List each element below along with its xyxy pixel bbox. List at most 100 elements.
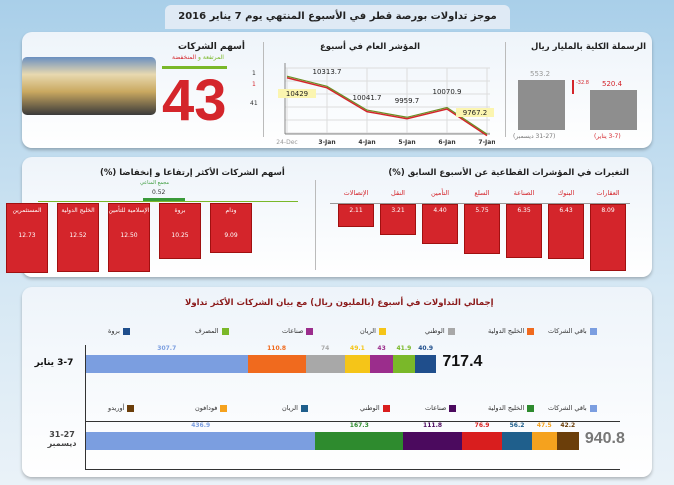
companies-title: أسهم الشركات [178, 42, 245, 52]
legend-label: الخليج الدولية [488, 404, 525, 412]
mover-bar [210, 203, 252, 253]
legend-item: الريان [282, 404, 308, 412]
index-line [286, 75, 488, 135]
legend-item: الخليج الدولية [488, 327, 535, 335]
up-label: المرتفعة [202, 54, 224, 61]
mover-bar [159, 203, 201, 260]
segment-value: 42.2 [560, 422, 576, 429]
legend-swatch [300, 404, 308, 412]
companies-total: 43 [162, 66, 227, 133]
segment-value: 111.8 [423, 422, 443, 429]
cap-prev-bar [518, 80, 565, 130]
stacked-segment [315, 432, 404, 450]
sector-bar [590, 204, 626, 271]
legend-swatch [449, 404, 457, 412]
divider [263, 42, 264, 137]
segment-value: 49.1 [350, 345, 365, 352]
legend-item: صناعات [425, 404, 457, 412]
legend-item: صناعات [282, 327, 314, 335]
sector-bar [548, 204, 584, 259]
sector-label: العقارات [596, 189, 620, 197]
x-tick-label: 4-Jan [358, 139, 375, 146]
sector-value: 6.43 [559, 207, 573, 214]
x-tick-label: 5-Jan [398, 139, 415, 146]
period-total: 717.4 [442, 353, 483, 370]
label-bg [278, 89, 316, 98]
segment-value: 76.9 [474, 422, 490, 429]
legend-label: الوطني [360, 404, 380, 412]
mover-value: 10.25 [171, 232, 189, 239]
stacked-segment [305, 355, 345, 373]
legend-label: الوطني [425, 327, 445, 335]
mover-value: 12.52 [69, 232, 87, 239]
legend-label: الريان [360, 327, 376, 335]
sectors-title: التغيرات في المؤشرات القطاعية عن الأسبوع… [388, 168, 629, 178]
legend-label: صناعات [282, 327, 304, 335]
exchange-building-image [22, 57, 156, 115]
stacked-segment [370, 355, 393, 373]
trading-title: إجمالي التداولات في أسبوع (بالمليون ريال… [185, 298, 494, 308]
segment-value: 307.7 [157, 345, 177, 352]
legend-swatch [589, 404, 597, 412]
cap-curr-bar [590, 90, 637, 130]
stacked-segment [403, 432, 462, 450]
mover-bar [6, 203, 48, 273]
sector-value: 5.75 [475, 207, 489, 214]
x-tick-label: 7-Jan [478, 139, 495, 146]
legend-label: أوريدو [108, 404, 125, 412]
sector-bar [380, 204, 416, 236]
segment-value: 74 [320, 345, 330, 352]
sector-value: 3.21 [391, 207, 405, 214]
sector-label: البنوك [557, 189, 575, 197]
sector-label: الإتصالات [343, 189, 369, 197]
legend-swatch [589, 327, 597, 335]
legend-label: باقي الشركات [548, 327, 587, 335]
mover-value: 9.09 [224, 232, 238, 239]
stacked-segment [247, 355, 306, 373]
legend-label: صناعات [425, 404, 447, 412]
cap-prev-value: 553.2 [530, 70, 551, 78]
sector-label: الصناعة [513, 189, 535, 197]
data-label: 9767.2 [463, 109, 488, 117]
sector-label: التأمين [430, 189, 450, 197]
sector-bar [506, 204, 542, 259]
data-label: 10313.7 [313, 68, 342, 76]
legend-swatch [527, 404, 535, 412]
legend-item: الريان [360, 327, 386, 335]
cap-change-marker [572, 80, 574, 94]
segment-value: 56.2 [509, 422, 525, 429]
sector-bar [338, 204, 374, 228]
sector-label: السلع [474, 189, 490, 197]
period-total: 940.8 [584, 430, 625, 447]
mover-name: الإسلامية للتأمين [108, 207, 150, 214]
mover-value: 12.50 [120, 232, 138, 239]
divider [315, 180, 316, 270]
data-label: 10070.9 [433, 88, 462, 96]
segment-value: 47.5 [536, 422, 552, 429]
legend-label: فودافون [195, 404, 218, 412]
index-line-red [286, 76, 488, 137]
stacked-segment [86, 432, 316, 450]
legend-swatch [378, 327, 386, 335]
segment-value: 167.3 [349, 422, 369, 429]
segment-value: 43 [377, 345, 386, 352]
cap-change: -32.8 [576, 80, 589, 86]
mover-name: المستثمرين [12, 207, 42, 214]
legend-item: أوريدو [108, 404, 135, 412]
legend-label: باقي الشركات [548, 404, 587, 412]
legend-swatch [220, 404, 228, 412]
sector-bar [422, 204, 458, 245]
up-count: 1 [252, 70, 256, 77]
legend-swatch [306, 327, 314, 335]
legend-swatch [127, 404, 135, 412]
legend-label: الخليج الدولية [488, 327, 525, 335]
legend-item: بروة [108, 327, 130, 335]
stacked-segment [414, 355, 437, 373]
legend-item: الوطني [360, 404, 390, 412]
legend-swatch [447, 327, 455, 335]
legend-swatch [527, 327, 535, 335]
index-line-chart: 10429 24-Dec 10313.7 3-Jan 10041.7 4-Jan 9959.… [276, 63, 495, 146]
segment-value: 110.8 [267, 345, 287, 352]
cap-prev-label: (31-27 ديسمبر) [513, 133, 556, 140]
unchanged-count: 1 [252, 81, 256, 88]
